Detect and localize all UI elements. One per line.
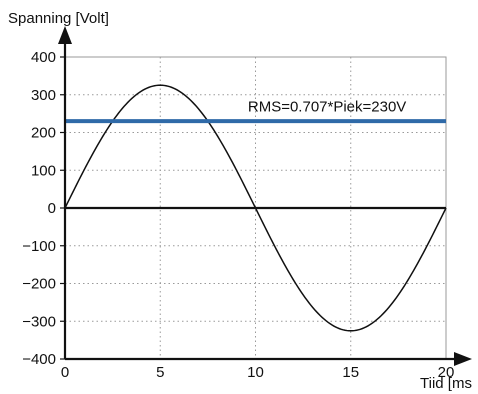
y-tick-label: −300 <box>22 313 56 330</box>
annotations: RMS=0.707*Piek=230V <box>248 99 406 116</box>
x-tick-label: 10 <box>247 364 264 381</box>
y-tick-label: 400 <box>31 49 56 66</box>
y-tick-label: −400 <box>22 351 56 368</box>
axes <box>58 26 472 366</box>
x-tick-label: 5 <box>156 364 164 381</box>
y-tick-label: 0 <box>48 200 56 217</box>
y-tick-label: 300 <box>31 87 56 104</box>
x-tick-label: 15 <box>342 364 359 381</box>
x-axis-arrow <box>454 352 472 366</box>
y-axis-arrow <box>58 26 72 44</box>
y-tick-label: 100 <box>31 162 56 179</box>
y-tick-label: −100 <box>22 238 56 255</box>
series-layer <box>64 84 447 332</box>
x-axis-title: Tiid [ms <box>420 375 472 392</box>
x-tick-label: 20 <box>438 364 455 381</box>
rms-annotation: RMS=0.707*Piek=230V <box>248 99 406 116</box>
y-tick-label: 200 <box>31 125 56 142</box>
x-tick-label: 0 <box>61 364 69 381</box>
tick-labels: −400 −300 −200 −100 0 100 200 300 400 0 5 10 15 20 <box>22 49 454 381</box>
y-axis-title: Spanning [Volt] <box>8 10 109 27</box>
y-tick-label: −200 <box>22 276 56 293</box>
